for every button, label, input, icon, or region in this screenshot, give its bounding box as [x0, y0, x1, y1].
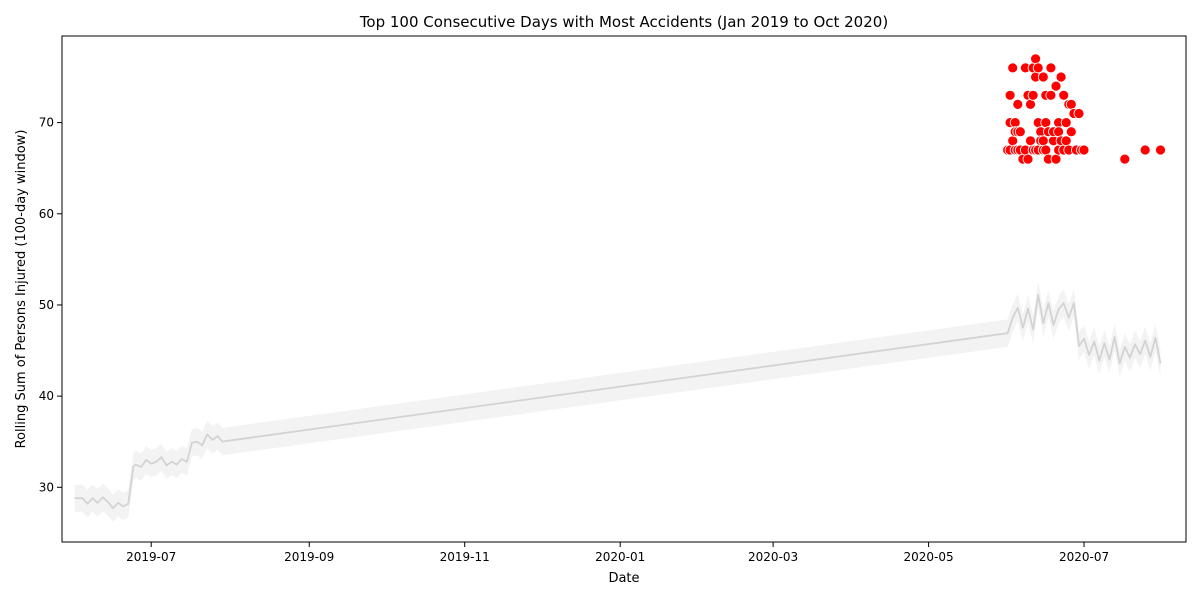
y-axis-label: Rolling Sum of Persons Injured (100-day … — [14, 130, 29, 449]
scatter-point — [1045, 89, 1057, 101]
scatter-point — [1025, 99, 1036, 110]
y-tick-label: 70 — [39, 116, 54, 130]
scatter-point — [1030, 53, 1041, 65]
x-tick-label: 2020-01 — [595, 550, 645, 564]
scatter-point — [1027, 89, 1039, 101]
y-tick-label: 30 — [39, 480, 54, 494]
scatter-point — [1014, 126, 1026, 138]
y-axis: 30 40 50 60 70 — [39, 116, 62, 494]
scatter-layer — [1002, 53, 1166, 165]
scatter-point — [1065, 99, 1077, 110]
chart-title: Top 100 Consecutive Days with Most Accid… — [359, 13, 888, 31]
x-tick-label: 2019-09 — [284, 550, 334, 564]
scatter-point — [1037, 71, 1049, 83]
scatter-point — [1078, 144, 1090, 156]
scatter-point — [1155, 144, 1166, 156]
scatter-point — [1007, 135, 1019, 147]
x-tick-label: 2020-07 — [1059, 550, 1109, 564]
scatter-point — [1012, 99, 1024, 110]
scatter-point — [1139, 144, 1151, 156]
scatter-point — [1119, 153, 1131, 165]
scatter-point — [1055, 71, 1067, 83]
confidence-band — [74, 281, 1161, 522]
scatter-point — [1037, 135, 1049, 147]
scatter-point — [1060, 135, 1072, 147]
scatter-point — [1065, 126, 1077, 138]
x-tick-label: 2020-05 — [904, 550, 954, 564]
line-layer — [74, 293, 1162, 510]
scatter-point — [1073, 108, 1085, 119]
scatter-point — [1045, 62, 1057, 74]
scatter-point — [1032, 62, 1044, 74]
scatter-point — [1058, 89, 1070, 101]
scatter-point — [1009, 117, 1021, 128]
scatter-point — [1053, 126, 1064, 138]
scatter-point — [1050, 153, 1062, 165]
scatter-point — [1060, 117, 1072, 128]
plot-area-frame — [61, 35, 1187, 543]
x-tick-label: 2020-03 — [748, 550, 798, 564]
x-axis-label: Date — [608, 571, 639, 586]
y-tick-label: 40 — [39, 389, 54, 403]
scatter-point — [1022, 153, 1034, 165]
scatter-point — [1004, 89, 1016, 101]
scatter-point — [1040, 144, 1052, 156]
scatter-point — [1040, 117, 1052, 128]
confidence-band-layer — [74, 281, 1161, 522]
y-tick-label: 60 — [39, 207, 54, 221]
x-axis: 2019-07 2019-09 2019-11 2020-01 2020-03 2020-… — [126, 542, 1109, 564]
scatter-point — [1050, 80, 1062, 92]
scatter-point — [1007, 62, 1019, 74]
rolling-sum-line — [74, 293, 1162, 510]
x-tick-label: 2019-11 — [440, 550, 490, 564]
scatter-point — [1025, 135, 1036, 147]
y-tick-label: 50 — [39, 298, 54, 312]
x-tick-label: 2019-07 — [126, 550, 176, 564]
